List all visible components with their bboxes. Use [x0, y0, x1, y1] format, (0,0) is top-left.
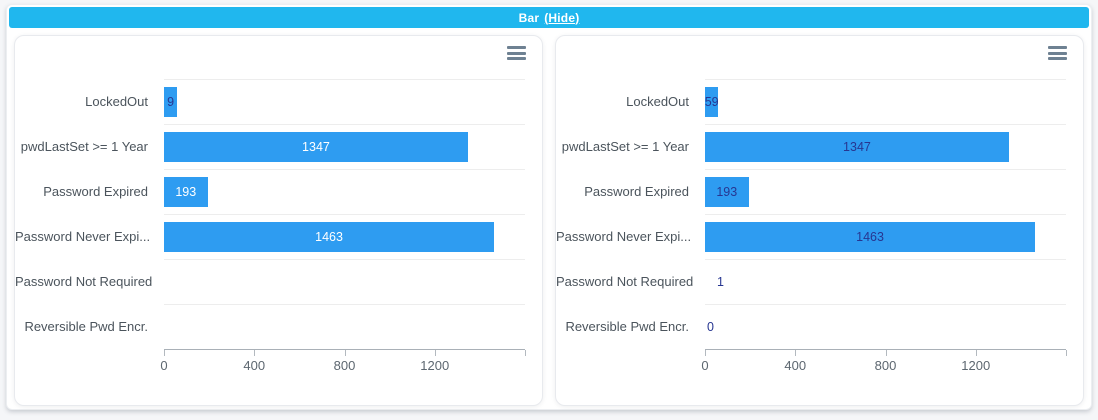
chart-row: Password Never Expi... 1463: [15, 214, 542, 259]
hamburger-menu-icon[interactable]: [507, 46, 526, 63]
axis-tick-mark: [434, 350, 436, 356]
bar-value-label: 193: [175, 185, 197, 199]
plot-cell: 193: [164, 169, 525, 214]
axis-tick-label: 1200: [420, 358, 450, 373]
plot-cell: 1: [705, 259, 1066, 304]
axis-tick-label: 800: [874, 358, 897, 373]
bar[interactable]: [164, 132, 468, 162]
axis-tick-label: 400: [784, 358, 807, 373]
hamburger-menu-icon[interactable]: [1048, 46, 1067, 63]
bar-value-label: 193: [716, 185, 738, 199]
axis-tick-mark: [975, 350, 977, 356]
chart-row: Password Not Required: [15, 259, 542, 304]
bar-value-label: 1463: [856, 230, 884, 244]
category-label: Password Not Required: [556, 274, 694, 289]
bar[interactable]: [164, 222, 495, 252]
bar-value-label: 9: [167, 95, 175, 109]
category-label: LockedOut: [85, 94, 148, 109]
plot-cell: 9: [164, 79, 525, 124]
bar-chart-panel-left: LockedOut 9 pwdLastSet >= 1 Year 1347 Passwo…: [14, 35, 543, 406]
plot-cell: 1463: [705, 214, 1066, 259]
chart-row: pwdLastSet >= 1 Year 1347: [556, 124, 1083, 169]
section-header: Bar (Hide): [9, 7, 1089, 28]
axis-tick-label: 0: [160, 358, 168, 373]
plot-cell: [164, 304, 525, 349]
axis-tick-mark: [705, 350, 706, 356]
chart-row: Reversible Pwd Encr.: [15, 304, 542, 349]
x-axis: 0 400 800 1200: [160, 349, 526, 384]
plot-cell: 0: [705, 304, 1066, 349]
category-label: Reversible Pwd Encr.: [565, 319, 689, 334]
chart-area: LockedOut 9 pwdLastSet >= 1 Year 1347 Passwo…: [15, 36, 542, 384]
bar[interactable]: [705, 222, 1036, 252]
chart-row: Password Expired 193: [15, 169, 542, 214]
bar-value-label: 1: [717, 275, 724, 289]
axis-tick-label: 800: [333, 358, 356, 373]
axis-tick-label: 0: [701, 358, 709, 373]
axis-tick-mark: [344, 350, 346, 356]
axis-tick-mark: [254, 350, 256, 356]
axis-tick-label: 400: [243, 358, 266, 373]
chart-row: Password Not Required 1: [556, 259, 1083, 304]
category-label: pwdLastSet >= 1 Year: [20, 139, 148, 154]
category-label: Password Never Expi...: [15, 229, 151, 244]
axis-tick-mark: [795, 350, 797, 356]
bar[interactable]: [164, 177, 208, 207]
bar-section-card: Bar (Hide) LockedOut 9 pwdLastSet >= 1 Yea…: [6, 4, 1092, 410]
chart-row: LockedOut 59: [556, 79, 1083, 124]
category-label: Reversible Pwd Encr.: [24, 319, 148, 334]
chart-row: Password Expired 193: [556, 169, 1083, 214]
plot-cell: 1463: [164, 214, 525, 259]
plot-cell: [164, 259, 525, 304]
chart-row: LockedOut 9: [15, 79, 542, 124]
x-axis: 0 400 800 1200: [701, 349, 1067, 384]
section-title: Bar: [518, 10, 540, 25]
bar-value-label: 0: [707, 320, 714, 334]
axis-tick-mark: [164, 350, 165, 356]
chart-rows: LockedOut 59 pwdLastSet >= 1 Year 1347 Passw…: [556, 79, 1083, 349]
bar-value-label: 1347: [843, 140, 871, 154]
charts-row: LockedOut 9 pwdLastSet >= 1 Year 1347 Passwo…: [7, 30, 1091, 406]
category-label: Password Not Required: [15, 274, 153, 289]
bar-chart-panel-right: LockedOut 59 pwdLastSet >= 1 Year 1347 Passw…: [555, 35, 1084, 406]
category-label: pwdLastSet >= 1 Year: [561, 139, 689, 154]
chart-row: pwdLastSet >= 1 Year 1347: [15, 124, 542, 169]
chart-area: LockedOut 59 pwdLastSet >= 1 Year 1347 Passw…: [556, 36, 1083, 384]
axis-tick-mark: [525, 350, 526, 356]
plot-cell: 193: [705, 169, 1066, 214]
bar[interactable]: [705, 177, 749, 207]
plot-cell: 1347: [705, 124, 1066, 169]
bar-value-label: 59: [704, 95, 719, 109]
axis-tick-mark: [1066, 350, 1067, 356]
bar-value-label: 1347: [302, 140, 330, 154]
chart-row: Password Never Expi... 1463: [556, 214, 1083, 259]
bar-value-label: 1463: [315, 230, 343, 244]
hide-link[interactable]: (Hide): [544, 10, 580, 25]
category-label: Password Expired: [43, 184, 148, 199]
category-label: Password Never Expi...: [556, 229, 692, 244]
plot-cell: 1347: [164, 124, 525, 169]
plot-cell: 59: [705, 79, 1066, 124]
bar[interactable]: [705, 87, 719, 117]
category-label: Password Expired: [584, 184, 689, 199]
bar[interactable]: [164, 87, 178, 117]
chart-row: Reversible Pwd Encr. 0: [556, 304, 1083, 349]
bar[interactable]: [705, 132, 1009, 162]
axis-tick-mark: [885, 350, 887, 356]
chart-rows: LockedOut 9 pwdLastSet >= 1 Year 1347 Passwo…: [15, 79, 542, 349]
axis-tick-label: 1200: [961, 358, 991, 373]
category-label: LockedOut: [626, 94, 689, 109]
